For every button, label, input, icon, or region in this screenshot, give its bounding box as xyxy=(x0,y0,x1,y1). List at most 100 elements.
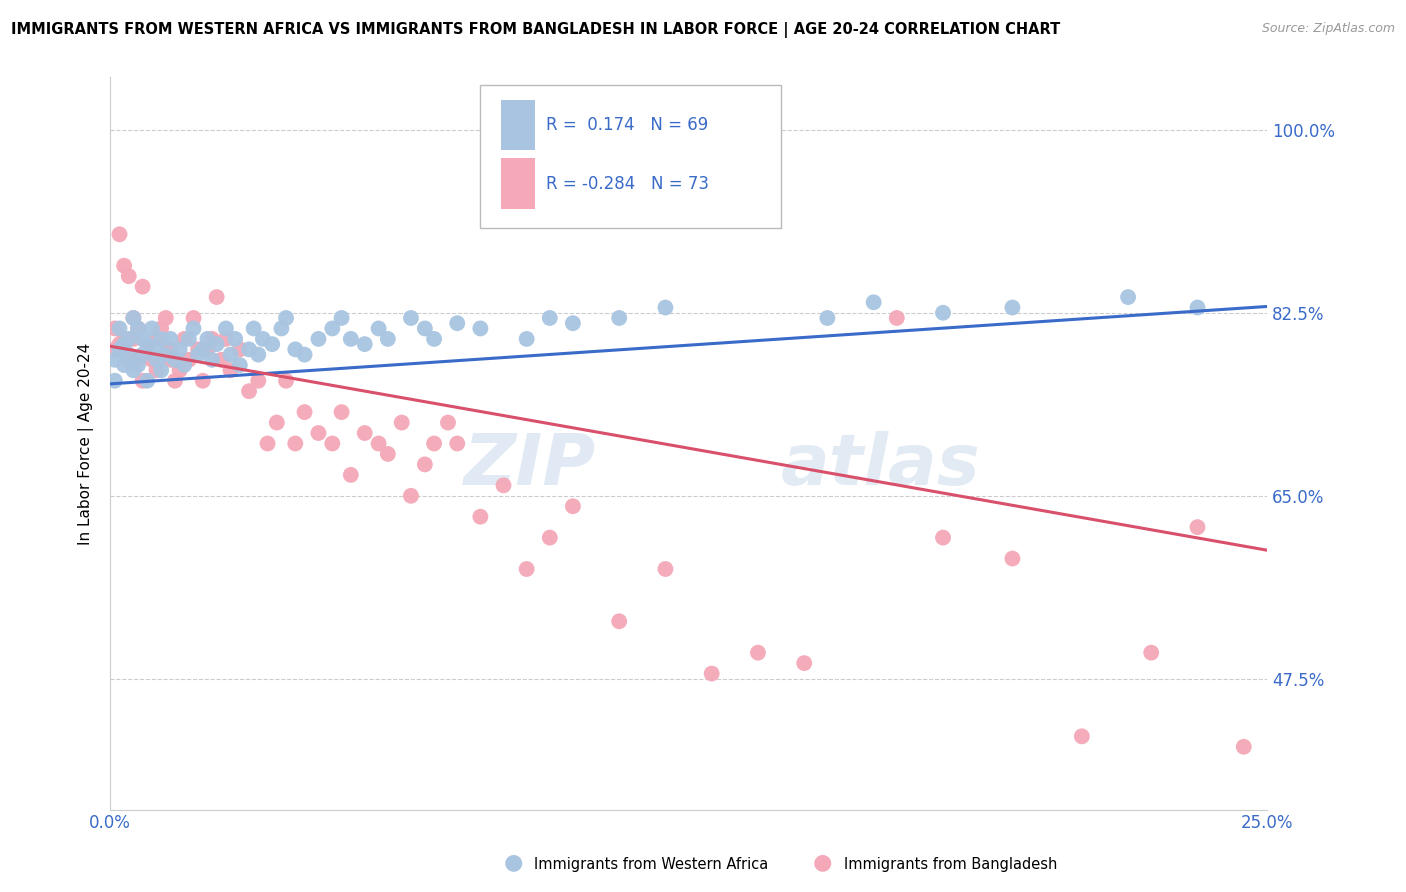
Point xyxy=(197,343,219,357)
Point xyxy=(247,348,270,362)
Point xyxy=(183,310,205,325)
Text: atlas: atlas xyxy=(782,431,981,500)
Point xyxy=(131,332,153,346)
Point xyxy=(112,358,135,372)
Y-axis label: In Labor Force | Age 20-24: In Labor Force | Age 20-24 xyxy=(79,343,94,545)
Point xyxy=(561,500,583,514)
Text: IMMIGRANTS FROM WESTERN AFRICA VS IMMIGRANTS FROM BANGLADESH IN LABOR FORCE | AG: IMMIGRANTS FROM WESTERN AFRICA VS IMMIGR… xyxy=(11,22,1060,38)
Point xyxy=(1001,301,1024,315)
Point xyxy=(470,509,492,524)
Point xyxy=(294,348,316,362)
Point xyxy=(118,332,141,346)
Point xyxy=(104,321,127,335)
Point xyxy=(538,310,561,325)
Point xyxy=(112,337,135,351)
Point xyxy=(197,332,219,346)
Point xyxy=(700,666,723,681)
Point xyxy=(654,301,676,315)
Point xyxy=(423,436,446,450)
Point xyxy=(862,295,884,310)
Point xyxy=(274,310,297,325)
Point xyxy=(367,321,389,335)
Point xyxy=(159,343,181,357)
Point xyxy=(163,374,186,388)
Point xyxy=(177,332,200,346)
Point xyxy=(654,562,676,576)
Point xyxy=(112,259,135,273)
Point xyxy=(108,337,131,351)
Point xyxy=(446,316,468,330)
Text: R =  0.174   N = 69: R = 0.174 N = 69 xyxy=(547,116,709,134)
Text: R = -0.284   N = 73: R = -0.284 N = 73 xyxy=(547,175,709,193)
Point xyxy=(266,416,288,430)
Point xyxy=(793,656,815,670)
Point xyxy=(122,310,145,325)
Point xyxy=(561,316,583,330)
Point xyxy=(1140,646,1163,660)
Point xyxy=(215,332,238,346)
Point xyxy=(423,332,446,346)
Point xyxy=(284,436,307,450)
Point xyxy=(353,337,375,351)
Point xyxy=(118,348,141,362)
Point xyxy=(215,321,238,335)
Point xyxy=(256,436,278,450)
Text: Source: ZipAtlas.com: Source: ZipAtlas.com xyxy=(1261,22,1395,36)
Point xyxy=(201,352,224,367)
Point xyxy=(607,310,630,325)
Point xyxy=(108,343,131,357)
Point xyxy=(607,615,630,629)
Point xyxy=(150,332,173,346)
Point xyxy=(377,447,399,461)
Point xyxy=(145,363,167,377)
FancyBboxPatch shape xyxy=(501,100,534,150)
Point xyxy=(169,363,191,377)
Point xyxy=(141,321,163,335)
Point xyxy=(330,405,353,419)
Point xyxy=(191,374,214,388)
Point xyxy=(112,332,135,346)
Point xyxy=(118,352,141,367)
Point xyxy=(108,227,131,242)
Point xyxy=(219,348,242,362)
Point xyxy=(201,332,224,346)
Text: Immigrants from Western Africa: Immigrants from Western Africa xyxy=(534,857,769,872)
Point xyxy=(187,343,209,357)
Point xyxy=(367,436,389,450)
Point xyxy=(470,321,492,335)
Point xyxy=(1187,520,1209,534)
Point xyxy=(340,332,363,346)
Point xyxy=(219,363,242,377)
FancyBboxPatch shape xyxy=(501,159,534,209)
Point xyxy=(413,458,436,472)
Point xyxy=(150,321,173,335)
Point xyxy=(141,352,163,367)
Point xyxy=(145,343,167,357)
Point xyxy=(377,332,399,346)
Point xyxy=(205,290,228,304)
Point xyxy=(284,343,307,357)
Point xyxy=(155,348,177,362)
Point xyxy=(747,646,769,660)
Point xyxy=(159,352,181,367)
Point xyxy=(118,269,141,284)
FancyBboxPatch shape xyxy=(481,85,782,227)
Point xyxy=(191,343,214,357)
Point xyxy=(145,332,167,346)
Point xyxy=(238,343,260,357)
Point xyxy=(104,352,127,367)
Point xyxy=(131,374,153,388)
Point xyxy=(205,337,228,351)
Point xyxy=(886,310,908,325)
Point xyxy=(330,310,353,325)
Point xyxy=(127,321,149,335)
Point xyxy=(187,348,209,362)
Point xyxy=(932,306,955,320)
Point xyxy=(516,562,538,576)
Point xyxy=(307,332,329,346)
Point xyxy=(229,343,252,357)
Point xyxy=(353,425,375,440)
Text: ●: ● xyxy=(503,853,523,872)
Point xyxy=(1233,739,1256,754)
Point xyxy=(104,343,127,357)
